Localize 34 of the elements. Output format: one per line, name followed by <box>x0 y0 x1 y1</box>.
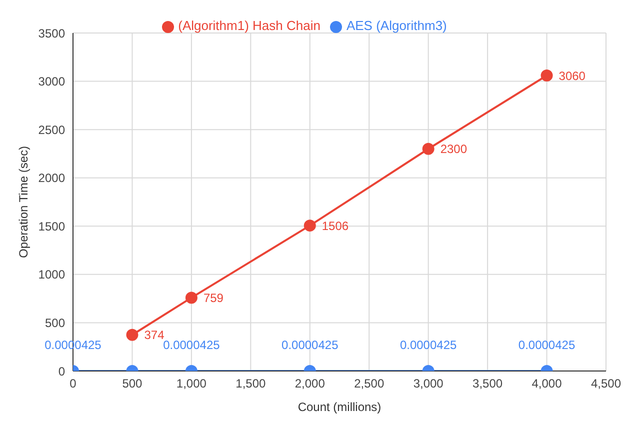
legend-label: (Algorithm1) Hash Chain <box>178 18 320 33</box>
x-tick-label: 4,000 <box>532 376 562 391</box>
data-label: 0.0000425 <box>282 338 339 352</box>
x-tick-label: 4,500 <box>590 376 622 391</box>
x-tick-label: 1,500 <box>236 376 266 391</box>
x-tick-label: 3,000 <box>413 376 444 391</box>
point <box>422 142 434 155</box>
x-tick-label: 1,000 <box>176 376 207 391</box>
x-tick-label: 0 <box>70 376 77 391</box>
x-tick-label: 2,500 <box>354 376 384 391</box>
x-tick-label: 500 <box>122 376 143 391</box>
y-tick-label: 2500 <box>38 122 66 137</box>
data-label: 1506 <box>322 218 349 233</box>
data-label: 0.0000425 <box>400 338 458 352</box>
x-axis-title: Count (millions) <box>298 400 382 414</box>
y-tick-label: 500 <box>44 316 66 330</box>
y-tick-label: 0 <box>58 364 66 378</box>
point <box>304 220 316 232</box>
data-label: 0.0000425 <box>518 338 576 352</box>
point <box>540 69 553 82</box>
y-tick-label: 1500 <box>38 219 66 234</box>
data-label: 2300 <box>440 142 468 156</box>
y-tick-label: 1000 <box>38 268 66 282</box>
y-tick-label: 2000 <box>38 171 66 186</box>
legend-label: AES (Algorithm3) <box>346 18 447 33</box>
data-label: 759 <box>203 290 224 305</box>
x-tick-label: 2,000 <box>294 376 326 391</box>
data-label: 374 <box>144 328 165 342</box>
data-label: 3060 <box>558 68 586 83</box>
y-tick-label: 3000 <box>38 74 66 89</box>
y-axis-title: Operation Time (sec) <box>16 146 30 258</box>
y-tick-label: 3500 <box>38 26 66 40</box>
data-label: 0.0000425 <box>163 338 220 352</box>
x-tick-label: 3,500 <box>472 376 503 391</box>
